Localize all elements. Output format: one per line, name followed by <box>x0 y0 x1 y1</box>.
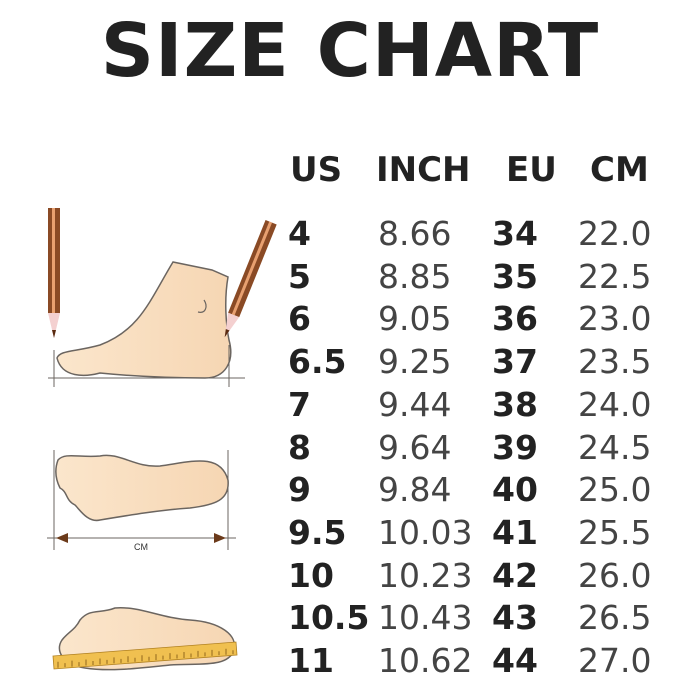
arrow-left-icon <box>56 533 68 543</box>
cell-us: 4 <box>288 214 311 253</box>
side-foot-icon <box>48 261 245 387</box>
cell-inch: 9.05 <box>378 299 452 339</box>
cell-inch: 10.23 <box>378 555 473 595</box>
cell-eu: 36 <box>492 299 538 339</box>
pencil-icon <box>224 219 277 338</box>
column-header-cm: CM <box>590 150 649 190</box>
cell-us: 10.5 <box>288 598 370 638</box>
cell-us: 10 <box>288 555 334 595</box>
column-header-inch: INCH <box>376 150 471 190</box>
cell-eu: 40 <box>492 470 538 510</box>
cell-cm: 25.0 <box>578 470 652 510</box>
cell-inch: 8.85 <box>378 256 452 296</box>
cell-inch: 8.66 <box>378 214 452 253</box>
arrow-right-icon <box>214 533 226 543</box>
cell-cm: 22.0 <box>578 214 652 253</box>
cell-us: 6 <box>288 299 311 339</box>
cell-inch: 9.84 <box>378 470 452 510</box>
cell-cm: 24.0 <box>578 384 652 424</box>
cell-eu: 34 <box>492 214 538 253</box>
cell-cm: 27.0 <box>578 641 652 680</box>
cell-inch: 10.43 <box>378 598 473 638</box>
pencil-icon <box>48 208 60 338</box>
cell-eu: 38 <box>492 384 538 424</box>
cell-eu: 44 <box>492 641 538 680</box>
cell-us: 11 <box>288 641 334 680</box>
cell-inch: 9.25 <box>378 342 452 382</box>
foot-measure-illustration: CM <box>47 208 277 671</box>
cell-eu: 41 <box>492 512 538 552</box>
cell-cm: 25.5 <box>578 512 652 552</box>
cell-cm: 26.5 <box>578 598 652 638</box>
cell-cm: 24.5 <box>578 427 652 467</box>
cell-eu: 35 <box>492 256 538 296</box>
cell-cm: 23.5 <box>578 342 652 382</box>
cell-us: 8 <box>288 427 311 467</box>
cell-inch: 9.64 <box>378 427 452 467</box>
cell-cm: 26.0 <box>578 555 652 595</box>
cell-eu: 37 <box>492 342 538 382</box>
measure-label: CM <box>134 542 148 552</box>
column-header-eu: EU <box>506 150 557 190</box>
cell-cm: 23.0 <box>578 299 652 339</box>
cell-eu: 39 <box>492 427 538 467</box>
cell-us: 9.5 <box>288 512 347 552</box>
cell-eu: 42 <box>492 555 538 595</box>
cell-us: 7 <box>288 384 311 424</box>
column-header-us: US <box>290 150 343 190</box>
cell-us: 9 <box>288 470 311 510</box>
cell-inch: 10.03 <box>378 512 473 552</box>
foot-ruler-icon <box>52 607 238 671</box>
page-title: SIZE CHART <box>100 8 600 94</box>
cell-us: 5 <box>288 256 311 296</box>
foot-outline-icon: CM <box>47 450 236 552</box>
cell-us: 6.5 <box>288 342 347 382</box>
cell-cm: 22.5 <box>578 256 652 296</box>
cell-inch: 9.44 <box>378 384 452 424</box>
cell-inch: 10.62 <box>378 641 473 680</box>
cell-eu: 43 <box>492 598 538 638</box>
